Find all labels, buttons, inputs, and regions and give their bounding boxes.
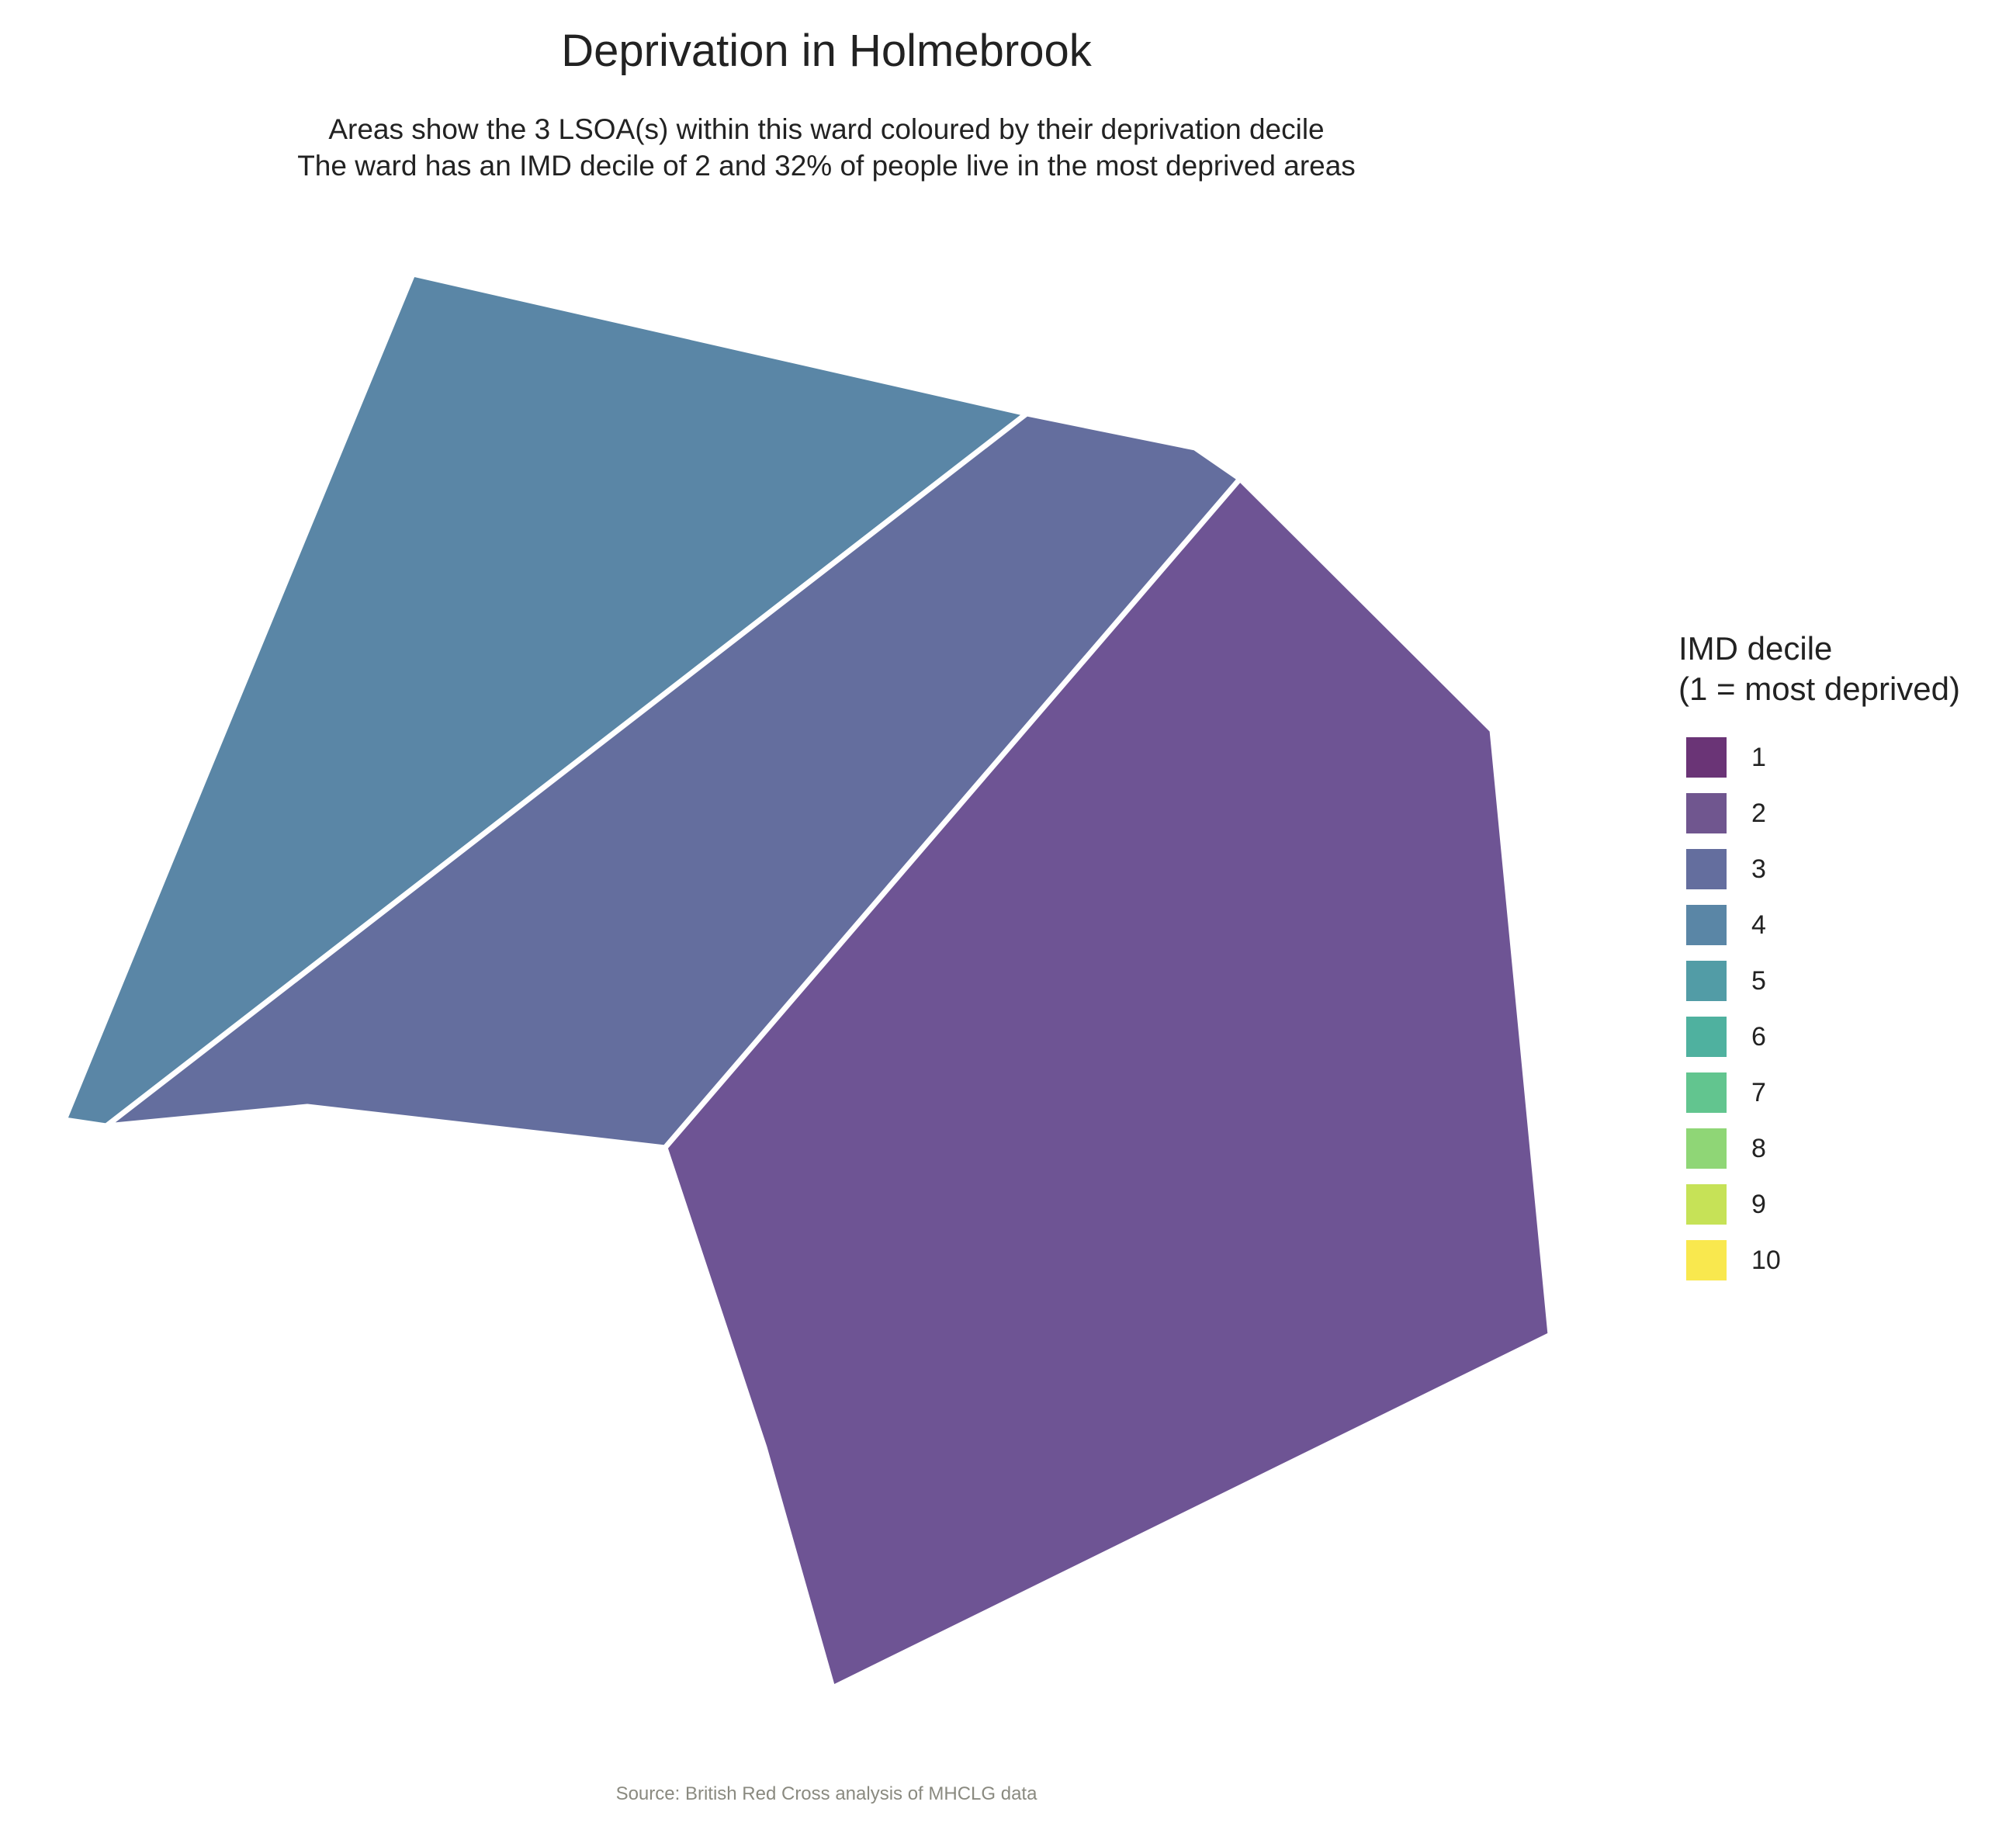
legend-swatch-2 (1686, 793, 1727, 833)
legend-title-line-2: (1 = most deprived) (1678, 670, 1960, 707)
legend-swatch-1 (1686, 737, 1727, 778)
legend-label-3: 3 (1751, 854, 1766, 884)
page-title: Deprivation in Holmebrook (561, 26, 1092, 76)
legend-title: IMD decile (1 = most deprived) (1678, 629, 2004, 709)
lsoa-area-decile-2[interactable] (662, 476, 1554, 1691)
legend-items: 1 2 3 4 5 6 7 8 (1678, 729, 2004, 1288)
legend-swatch-9 (1686, 1184, 1727, 1225)
legend-item-3: 3 (1678, 841, 2004, 897)
legend-item-10: 10 (1678, 1232, 2004, 1288)
legend-label-1: 1 (1751, 742, 1766, 772)
legend-label-9: 9 (1751, 1189, 1766, 1219)
legend-item-5: 5 (1678, 953, 2004, 1009)
legend-swatch-10 (1686, 1240, 1727, 1280)
legend-swatch-5 (1686, 961, 1727, 1001)
legend-swatch-4 (1686, 905, 1727, 945)
legend-item-4: 4 (1678, 897, 2004, 953)
legend-label-10: 10 (1751, 1245, 1781, 1275)
legend-item-7: 7 (1678, 1065, 2004, 1121)
legend-swatch-6 (1686, 1017, 1727, 1057)
legend-swatch-8 (1686, 1128, 1727, 1169)
source-caption: Source: British Red Cross analysis of MH… (615, 1783, 1037, 1804)
subtitle-line-2: The ward has an IMD decile of 2 and 32% … (297, 150, 1356, 182)
legend-item-6: 6 (1678, 1009, 2004, 1065)
legend-swatch-3 (1686, 849, 1727, 889)
legend-label-6: 6 (1751, 1021, 1766, 1052)
legend-item-9: 9 (1678, 1176, 2004, 1232)
legend-item-1: 1 (1678, 729, 2004, 785)
legend-label-2: 2 (1751, 798, 1766, 828)
legend-title-line-1: IMD decile (1678, 630, 1833, 667)
legend-label-7: 7 (1751, 1077, 1766, 1107)
legend-item-8: 8 (1678, 1121, 2004, 1176)
legend: IMD decile (1 = most deprived) 1 2 3 4 5… (1678, 629, 2004, 1288)
subtitle-line-1: Areas show the 3 LSOA(s) within this war… (328, 113, 1325, 145)
legend-label-5: 5 (1751, 965, 1766, 996)
legend-item-2: 2 (1678, 785, 2004, 841)
legend-swatch-7 (1686, 1072, 1727, 1113)
legend-label-4: 4 (1751, 910, 1766, 940)
lsoa-area-decile-4[interactable] (61, 271, 1030, 1129)
legend-label-8: 8 (1751, 1133, 1766, 1163)
